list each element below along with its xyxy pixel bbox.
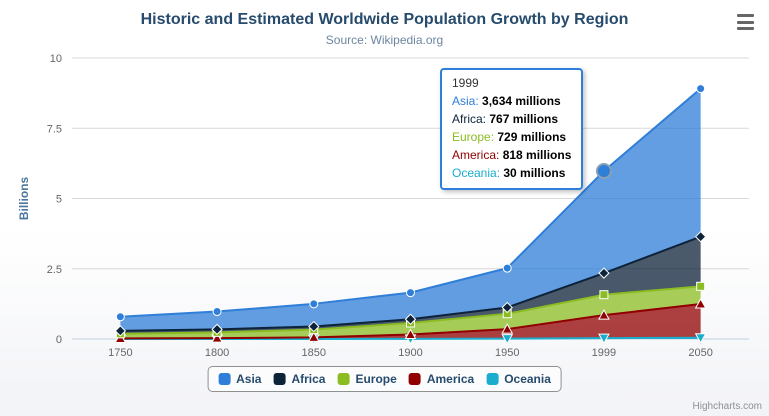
svg-text:2.5: 2.5 xyxy=(47,264,62,276)
legend-label: Africa xyxy=(291,372,326,386)
legend-label: Asia xyxy=(236,372,262,386)
point-america-1900[interactable] xyxy=(404,328,417,339)
legend: Asia Africa Europe America Oceania xyxy=(207,366,562,392)
point-america-2050[interactable] xyxy=(694,297,707,309)
context-menu-button[interactable] xyxy=(735,13,757,31)
legend-item-africa[interactable]: Africa xyxy=(273,372,325,386)
point-africa-1900[interactable] xyxy=(404,313,417,325)
svg-text:10: 10 xyxy=(50,53,62,65)
point-africa-1800[interactable] xyxy=(211,323,223,336)
svg-text:1950: 1950 xyxy=(495,347,519,359)
point-europe-1999[interactable] xyxy=(599,290,609,300)
tooltip-row-asia: Asia: 3,634 millions xyxy=(452,92,571,110)
area-africa[interactable] xyxy=(120,236,701,334)
tooltip-series-value: 767 millions xyxy=(489,112,559,126)
y-axis-labels: 0 2.5 5 7.5 10 xyxy=(47,53,62,346)
point-europe-2050[interactable] xyxy=(696,281,706,291)
svg-text:1900: 1900 xyxy=(398,347,422,359)
point-asia-1850[interactable] xyxy=(309,299,319,309)
chart-title: Historic and Estimated Worldwide Populat… xyxy=(140,11,629,28)
svg-text:5: 5 xyxy=(56,194,62,206)
tooltip-series-value: 818 millions xyxy=(502,148,572,162)
point-america-1850[interactable] xyxy=(307,331,320,342)
tooltip-series-name: America: xyxy=(452,148,503,162)
menu-bar-line xyxy=(737,20,754,24)
tooltip-series-name: Asia: xyxy=(452,94,483,108)
chart-subtitle: Source: Wikipedia.org xyxy=(325,33,444,47)
tooltip-series-name: Oceania: xyxy=(452,166,504,180)
legend-label: Oceania xyxy=(504,372,551,386)
point-asia-1950[interactable] xyxy=(502,263,512,273)
legend-item-asia[interactable]: Asia xyxy=(218,372,261,386)
point-america-1950[interactable] xyxy=(501,323,514,334)
markers-america xyxy=(114,297,707,343)
point-oceania-1950[interactable] xyxy=(501,334,514,345)
legend-item-europe[interactable]: Europe xyxy=(337,372,397,386)
hovered-point[interactable] xyxy=(595,163,612,180)
point-america-1999[interactable] xyxy=(598,309,610,320)
tooltip-series-name: Europe: xyxy=(452,130,498,144)
tooltip-row-europe: Europe: 729 millions xyxy=(452,128,571,146)
tooltip-row-africa: Africa: 767 millions xyxy=(452,110,571,128)
legend-label: Europe xyxy=(355,372,397,386)
point-asia-2050[interactable] xyxy=(696,84,706,94)
legend-item-america[interactable]: America xyxy=(408,372,475,386)
point-africa-2050[interactable] xyxy=(694,230,707,243)
tooltip-rows: Asia: 3,634 millions Africa: 767 millions… xyxy=(452,92,571,182)
point-africa-1950[interactable] xyxy=(501,301,513,314)
menu-bar-line xyxy=(737,27,754,30)
point-oceania-2050[interactable] xyxy=(694,333,707,344)
point-america-1800[interactable] xyxy=(211,332,223,343)
legend-symbol-oceania xyxy=(486,373,499,385)
tooltip-row-oceania: Oceania: 30 millions xyxy=(452,164,571,182)
svg-text:2050: 2050 xyxy=(688,347,712,359)
tooltip-series-name: Africa: xyxy=(452,112,490,126)
legend-item-oceania[interactable]: Oceania xyxy=(486,372,551,386)
legend-label: America xyxy=(426,372,475,386)
area-america[interactable] xyxy=(120,303,701,339)
menu-bar-line xyxy=(737,14,754,17)
legend-symbol-africa xyxy=(273,373,286,385)
legend-symbol-europe xyxy=(337,373,350,385)
markers-africa xyxy=(114,230,707,337)
tooltip-header: 1999 xyxy=(452,76,479,90)
area-asia[interactable] xyxy=(120,88,701,331)
svg-text:1800: 1800 xyxy=(205,347,229,359)
point-africa-1750[interactable] xyxy=(114,325,127,337)
credits-link[interactable]: Highcharts.com xyxy=(692,401,762,412)
legend-symbol-america xyxy=(408,373,421,385)
tooltip-series-value: 30 millions xyxy=(503,166,566,180)
legend-symbol-asia xyxy=(218,373,231,385)
tooltip-series-value: 3,634 millions xyxy=(482,94,561,108)
tooltip-row-america: America: 818 millions xyxy=(452,146,571,164)
svg-text:1850: 1850 xyxy=(302,347,326,359)
point-asia-1750[interactable] xyxy=(115,312,125,322)
y-axis-title: Billions xyxy=(17,177,31,221)
tooltip-series-value: 729 millions xyxy=(497,130,567,144)
point-asia-1900[interactable] xyxy=(406,288,415,298)
point-africa-1999[interactable] xyxy=(598,267,610,279)
point-oceania-1999[interactable] xyxy=(598,333,610,345)
tooltip: 1999 Asia: 3,634 millions Africa: 767 mil… xyxy=(440,68,584,190)
point-asia-1800[interactable] xyxy=(212,307,222,317)
svg-text:1750: 1750 xyxy=(108,347,132,359)
point-africa-1850[interactable] xyxy=(308,320,320,333)
svg-text:1999: 1999 xyxy=(592,347,616,359)
svg-text:0: 0 xyxy=(56,334,62,346)
x-axis-labels: 1750 1800 1850 1900 1950 1999 2050 xyxy=(108,347,713,359)
svg-text:7.5: 7.5 xyxy=(47,123,62,135)
